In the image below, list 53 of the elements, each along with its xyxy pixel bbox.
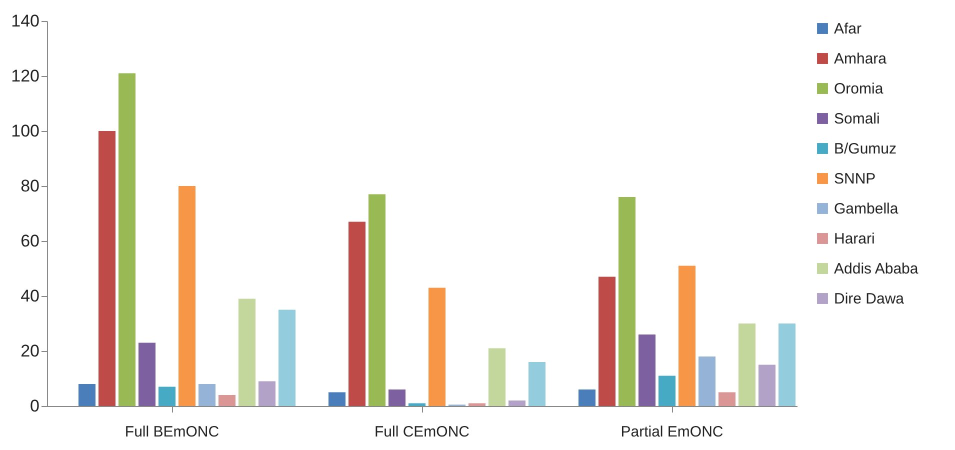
bar bbox=[388, 390, 406, 406]
legend-label: Dire Dawa bbox=[834, 290, 905, 308]
bar bbox=[218, 395, 236, 406]
y-tick-label: 20 bbox=[20, 342, 40, 360]
bar bbox=[178, 186, 196, 406]
legend-label: Amhara bbox=[834, 50, 888, 68]
bar bbox=[198, 384, 216, 406]
bar bbox=[238, 298, 256, 406]
x-tick-label: Partial EmONC bbox=[620, 424, 724, 440]
y-tick-label: 140 bbox=[11, 12, 40, 30]
bar bbox=[678, 266, 696, 406]
y-tick-label: 100 bbox=[11, 122, 40, 140]
x-tick-label: Full BEmONC bbox=[124, 424, 220, 440]
bar bbox=[778, 324, 796, 406]
legend-label: Harari bbox=[834, 230, 875, 248]
bar bbox=[98, 131, 116, 406]
y-tick-label: 0 bbox=[30, 396, 40, 416]
bar bbox=[78, 384, 96, 406]
bar bbox=[408, 403, 426, 406]
bar bbox=[618, 197, 636, 406]
bar bbox=[468, 403, 486, 406]
legend-label: Afar bbox=[834, 20, 862, 38]
bar bbox=[738, 324, 756, 406]
legend-label: B/Gumuz bbox=[834, 140, 897, 158]
bar bbox=[278, 310, 296, 406]
bar bbox=[658, 376, 676, 406]
bar bbox=[638, 334, 656, 406]
bar bbox=[328, 392, 346, 406]
legend-label: Somali bbox=[834, 110, 880, 128]
bar bbox=[348, 222, 366, 406]
bar bbox=[508, 400, 526, 406]
y-tick-label: 60 bbox=[20, 232, 40, 250]
legend-label: SNNP bbox=[834, 170, 876, 188]
bar bbox=[488, 348, 506, 406]
bar bbox=[698, 356, 716, 406]
x-tick-label: Full CEmONC bbox=[374, 424, 470, 440]
y-tick-label: 120 bbox=[11, 66, 40, 86]
y-tick-label: 40 bbox=[20, 286, 40, 306]
bar bbox=[578, 390, 596, 406]
bar bbox=[368, 194, 386, 406]
bar bbox=[528, 362, 546, 406]
legend-label: Addis Ababa bbox=[834, 260, 919, 278]
bar bbox=[718, 392, 736, 406]
bar bbox=[118, 73, 136, 406]
legend-label: Gambella bbox=[834, 200, 899, 218]
legend-label: Oromia bbox=[834, 80, 884, 98]
bar bbox=[758, 364, 776, 406]
bar bbox=[258, 381, 276, 406]
bar bbox=[138, 342, 156, 406]
bar bbox=[158, 386, 176, 406]
y-tick-label: 80 bbox=[20, 176, 40, 196]
bar bbox=[598, 276, 616, 406]
bar bbox=[428, 288, 446, 406]
